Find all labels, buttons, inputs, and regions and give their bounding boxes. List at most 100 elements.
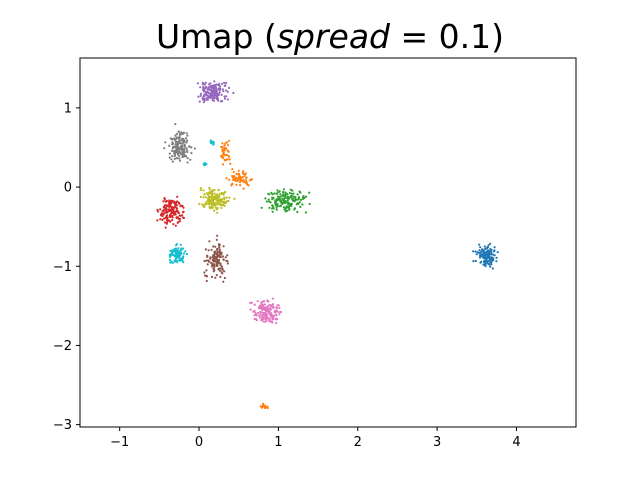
data-point (227, 86, 231, 89)
data-point (278, 306, 281, 309)
data-point (268, 310, 271, 313)
data-point (237, 175, 240, 178)
data-point (172, 211, 175, 214)
data-point (483, 245, 486, 248)
data-point (227, 144, 230, 147)
data-point (271, 210, 274, 213)
data-point (185, 147, 188, 150)
data-point (220, 93, 223, 96)
data-point (238, 172, 241, 175)
data-point (168, 156, 171, 159)
data-point (202, 86, 205, 89)
data-point (183, 147, 186, 151)
data-point (226, 90, 229, 93)
data-point (181, 259, 184, 262)
data-point (216, 264, 219, 267)
data-point (220, 253, 223, 256)
data-point (183, 151, 186, 154)
data-point (219, 267, 222, 270)
data-point (278, 313, 281, 316)
data-point (169, 212, 173, 215)
data-point (171, 214, 174, 218)
data-point (180, 247, 183, 250)
data-point (219, 264, 222, 267)
data-point (236, 179, 239, 183)
data-point (178, 154, 181, 158)
data-point (235, 183, 238, 186)
data-point (227, 139, 231, 142)
data-point (210, 275, 214, 279)
data-point (222, 90, 225, 93)
data-point (190, 151, 193, 155)
data-point (176, 252, 179, 255)
data-point (253, 303, 256, 306)
data-point (274, 317, 277, 320)
data-point (219, 198, 222, 201)
data-point (205, 274, 208, 278)
data-point (164, 141, 167, 144)
data-point (225, 141, 229, 144)
data-point (249, 179, 252, 182)
data-point (218, 246, 221, 249)
data-point (212, 260, 215, 263)
data-point (210, 87, 213, 90)
data-point (485, 258, 488, 261)
data-point (182, 210, 185, 213)
data-point (235, 172, 238, 175)
data-point (276, 317, 279, 321)
data-point (179, 159, 182, 162)
data-point (223, 204, 226, 207)
data-point (271, 297, 274, 300)
data-point (489, 261, 492, 264)
data-point (223, 95, 226, 98)
x-tick-label: 0 (195, 435, 203, 450)
data-point (176, 207, 179, 210)
data-point (178, 259, 181, 262)
data-point (486, 250, 489, 253)
data-point (289, 188, 292, 191)
data-point (279, 310, 283, 314)
data-point (225, 200, 228, 203)
data-point (301, 203, 304, 206)
data-point (272, 197, 275, 200)
data-point (181, 154, 184, 157)
y-tick-label: −2 (53, 339, 72, 354)
data-point (203, 271, 206, 274)
data-point (212, 143, 215, 146)
data-point (211, 197, 215, 200)
data-point (168, 258, 172, 261)
data-point (223, 97, 227, 100)
data-point (206, 94, 209, 97)
axis-ticks: −1 0 1 2 3 4 1 0 −1 −2 −3 (53, 101, 521, 450)
data-point (223, 144, 226, 147)
data-point (277, 304, 280, 307)
data-point (225, 95, 228, 98)
data-point (259, 405, 262, 408)
data-point (178, 134, 181, 138)
data-point (186, 134, 189, 137)
data-point (282, 190, 285, 194)
data-point (186, 161, 189, 164)
data-point (244, 177, 248, 180)
data-point (180, 251, 183, 254)
data-point (274, 310, 277, 313)
data-point (198, 100, 201, 103)
data-point (216, 195, 219, 198)
data-point (267, 198, 270, 201)
data-point (163, 147, 166, 150)
data-point (297, 196, 300, 199)
data-point (199, 187, 203, 190)
data-point (268, 206, 271, 209)
data-point (178, 251, 181, 254)
data-point (489, 265, 492, 268)
data-point (209, 256, 212, 259)
data-point (266, 406, 269, 410)
data-point (214, 206, 217, 209)
data-point (176, 157, 179, 160)
data-point (207, 249, 210, 252)
data-point (288, 207, 291, 210)
data-point (171, 143, 174, 146)
data-point (202, 90, 206, 93)
data-point (171, 155, 174, 158)
data-point (168, 253, 171, 256)
